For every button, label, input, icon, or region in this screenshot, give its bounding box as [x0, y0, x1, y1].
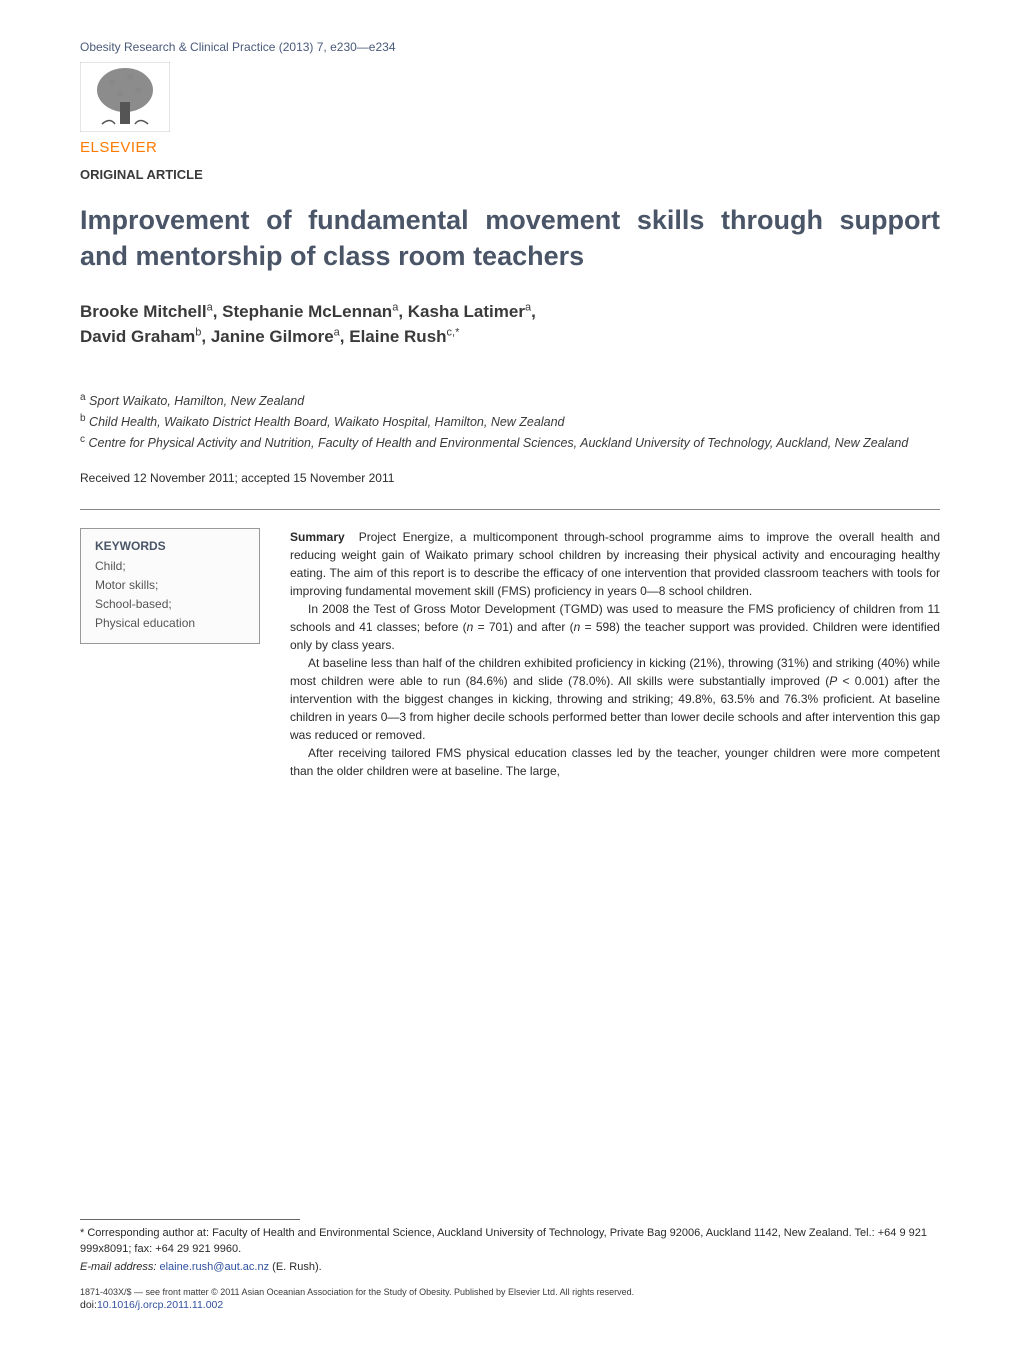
article-title: Improvement of fundamental movement skil… — [80, 202, 940, 275]
doi-label: doi: — [80, 1299, 97, 1311]
keyword-item: Child; — [95, 557, 245, 576]
affil-sup: c,* — [447, 327, 460, 339]
keywords-heading: KEYWORDS — [95, 539, 245, 553]
abstract-section: KEYWORDS Child; Motor skills; School-bas… — [80, 509, 940, 780]
summary-italic: P — [829, 674, 837, 688]
summary-p2: In 2008 the Test of Gross Motor Developm… — [290, 600, 940, 654]
journal-header: Obesity Research & Clinical Practice (20… — [80, 40, 940, 54]
affil-text: Sport Waikato, Hamilton, New Zealand — [86, 394, 305, 408]
elsevier-logo: ELSEVIER — [80, 62, 170, 157]
email-label: E-mail address: — [80, 1261, 159, 1273]
author-sep: , Kasha Latimer — [398, 302, 525, 321]
received-dates: Received 12 November 2011; accepted 15 N… — [80, 471, 940, 485]
summary-p1: SummaryProject Energize, a multicomponen… — [290, 528, 940, 600]
publisher-logo-section: ELSEVIER — [80, 62, 940, 157]
affiliations: a Sport Waikato, Hamilton, New Zealand b… — [80, 390, 940, 453]
author-sep: , — [531, 302, 536, 321]
email-line: E-mail address: elaine.rush@aut.ac.nz (E… — [80, 1261, 940, 1273]
email-link[interactable]: elaine.rush@aut.ac.nz — [159, 1261, 269, 1273]
email-author: (E. Rush). — [269, 1261, 322, 1273]
keywords-list: Child; Motor skills; School-based; Physi… — [95, 557, 245, 634]
summary-p1-text: Project Energize, a multicomponent throu… — [290, 530, 940, 598]
author-sep: , Stephanie McLennan — [213, 302, 392, 321]
keyword-item: School-based; — [95, 595, 245, 614]
affil-text: Centre for Physical Activity and Nutriti… — [85, 436, 908, 450]
article-type: ORIGINAL ARTICLE — [80, 167, 940, 182]
summary-text: SummaryProject Energize, a multicomponen… — [260, 528, 940, 780]
author-sep: , Elaine Rush — [340, 327, 447, 346]
footer-rule — [80, 1219, 300, 1220]
authors-list: Brooke Mitchella, Stephanie McLennana, K… — [80, 299, 940, 350]
elsevier-tree-icon — [80, 62, 170, 132]
keywords-box: KEYWORDS Child; Motor skills; School-bas… — [80, 528, 260, 645]
author-sep: , Janine Gilmore — [201, 327, 333, 346]
keyword-item: Motor skills; — [95, 576, 245, 595]
affiliation-c: c Centre for Physical Activity and Nutri… — [80, 432, 940, 453]
doi-line: doi:10.1016/j.orcp.2011.11.002 — [80, 1299, 940, 1311]
elsevier-wordmark: ELSEVIER — [80, 139, 170, 156]
summary-p4: After receiving tailored FMS physical ed… — [290, 744, 940, 780]
affiliation-b: b Child Health, Waikato District Health … — [80, 411, 940, 432]
summary-span: = 701) and after ( — [473, 620, 573, 634]
summary-p3: At baseline less than half of the childr… — [290, 654, 940, 744]
keyword-item: Physical education — [95, 614, 245, 633]
author-4: David Graham — [80, 327, 195, 346]
affiliation-a: a Sport Waikato, Hamilton, New Zealand — [80, 390, 940, 411]
author-1: Brooke Mitchell — [80, 302, 207, 321]
copyright-line: 1871-403X/$ — see front matter © 2011 As… — [80, 1287, 940, 1297]
page-footer: * Corresponding author at: Faculty of He… — [80, 1219, 940, 1311]
summary-label: Summary — [290, 530, 345, 544]
affil-text: Child Health, Waikato District Health Bo… — [86, 415, 565, 429]
doi-link[interactable]: 10.1016/j.orcp.2011.11.002 — [97, 1299, 223, 1311]
corresponding-author: * Corresponding author at: Faculty of He… — [80, 1226, 940, 1257]
